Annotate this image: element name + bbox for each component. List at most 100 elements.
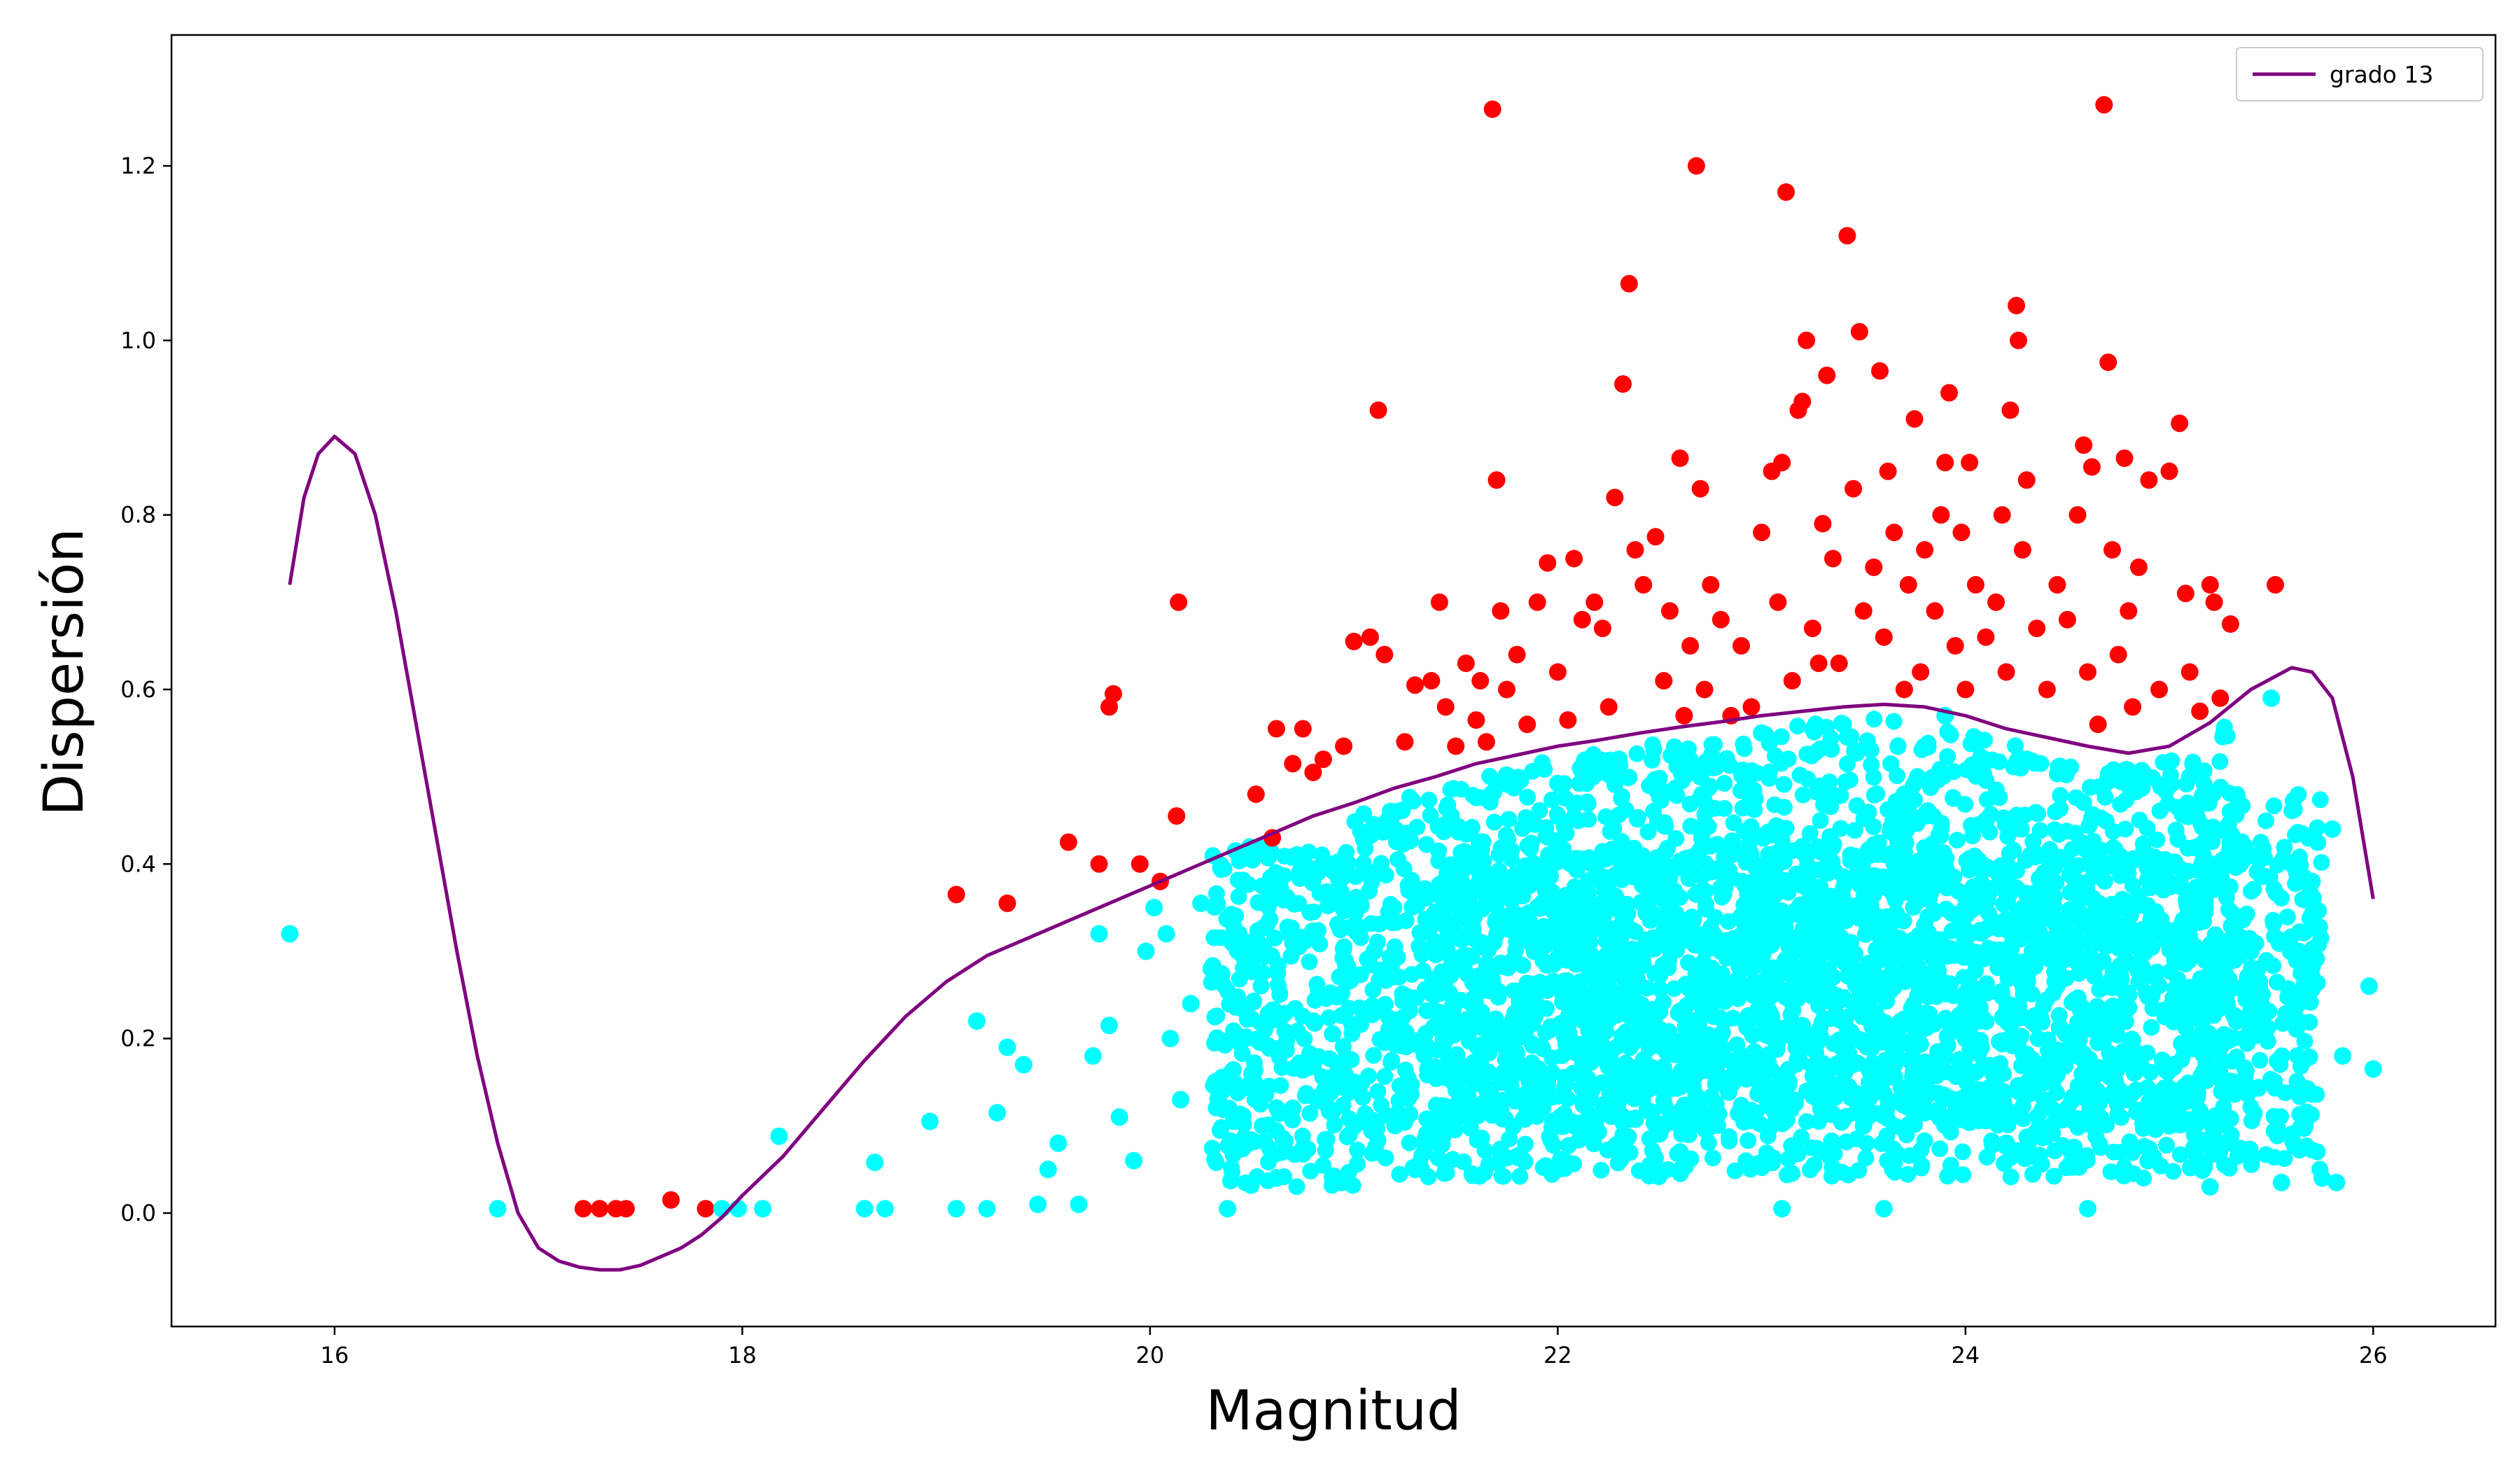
data-point-above [1773,454,1791,472]
data-point-above [2160,462,2178,480]
data-point-above [1620,274,1638,293]
x-tick-label: 20 [1136,1342,1165,1368]
data-point-above [2211,689,2230,707]
data-point-above [2068,506,2087,524]
data-point-above [1090,855,1108,873]
data-point-above [1314,750,1332,769]
data-point-above [1606,489,1624,507]
data-point-below [1814,986,1832,1004]
data-point-above [1932,506,1950,524]
data-point-above [1477,733,1495,751]
data-point-below [876,1200,894,1218]
data-point-above [1912,663,1930,681]
legend-box [2236,47,2484,102]
data-point-above [1997,663,2015,681]
fit-line-layer [288,434,2375,1272]
data-point-above [2171,414,2189,433]
data-point-above [1966,575,1984,594]
data-point-above [1646,528,1665,546]
data-point-below [2201,1178,2219,1196]
data-point-above [1885,524,1903,542]
data-point-below [998,1038,1016,1056]
data-point-above [1977,628,1995,646]
data-point-above [1940,384,1958,402]
data-point-below [1630,1073,1648,1091]
data-point-below [1125,1152,1143,1170]
x-tick-label: 22 [1544,1342,1572,1368]
data-point-above [2095,96,2113,114]
data-point-below [1345,1073,1363,1091]
data-point-below [1590,960,1608,978]
data-point-below [489,1200,507,1218]
data-point-above [2058,610,2076,629]
data-point-above [1793,393,1812,411]
data-point-below [1651,855,1669,873]
data-point-above [2176,584,2194,603]
data-point-above [1528,593,1546,611]
data-point-above [1742,698,1760,716]
data-point-below [2283,855,2301,873]
data-point-below [1145,899,1163,917]
data-point-above [1926,602,1944,620]
data-point-above [1345,632,1363,650]
data-point-below [2292,1116,2311,1135]
data-point-above [662,1191,680,1209]
data-point-above [1539,554,1557,572]
data-point-below [754,1200,772,1218]
data-point-above [1691,479,1709,498]
data-point-below [1569,811,1587,830]
data-point-above [1284,755,1302,773]
data-point-below [1090,925,1108,943]
data-point-below [1956,1030,1975,1048]
data-point-below [1467,1099,1485,1117]
data-point-below [2140,855,2158,873]
y-tick-label: 0.8 [120,502,156,528]
data-point-above [1508,645,1526,664]
data-point-below [1284,1099,1302,1117]
data-point-above [2048,575,2066,594]
data-point-below [1202,960,1220,978]
data-point-below [1137,942,1155,960]
data-point-above [1818,366,1836,384]
data-point-below [2303,872,2321,890]
data-point-below [1447,872,1465,890]
legend-label: grado 13 [2330,61,2433,88]
data-point-below [1182,995,1200,1013]
data-point-below [978,1200,996,1218]
data-point-above [1830,654,1848,673]
data-point-above [1059,833,1077,851]
data-point-below [1895,785,1913,804]
data-point-above [1865,558,1883,576]
y-tick-label: 0.4 [120,850,156,877]
data-point-above [1803,620,1821,638]
data-point-above [2221,615,2239,633]
data-point-above [1471,672,1490,690]
x-tick-label: 18 [728,1342,757,1368]
data-point-above [1422,672,1441,690]
data-point-below [1084,1047,1102,1065]
data-point-above [617,1200,635,1218]
data-point-below [2079,1200,2096,1218]
data-point-below [1264,890,1282,908]
data-point-below [1100,1016,1119,1035]
data-point-above [2028,620,2046,638]
data-point-above [1814,514,1832,533]
data-point-above [1614,375,1632,393]
data-point-below [1304,1012,1322,1030]
x-tick-label: 26 [2359,1342,2388,1368]
x-tick-label: 16 [321,1342,349,1368]
data-point-below [866,1154,884,1172]
data-point-above [1987,593,2005,611]
data-point-below [2314,1169,2331,1187]
data-point-below [2323,820,2342,838]
data-point-above [1844,479,1863,498]
data-point-above [591,1200,609,1218]
data-point-above [2267,575,2284,594]
data-point-below [1253,942,1271,960]
data-point-below [1406,1161,1424,1179]
data-point-above [1170,593,1188,611]
data-point-below [1488,776,1506,794]
data-point-below [1753,724,1771,742]
data-point-above [1681,637,1700,655]
